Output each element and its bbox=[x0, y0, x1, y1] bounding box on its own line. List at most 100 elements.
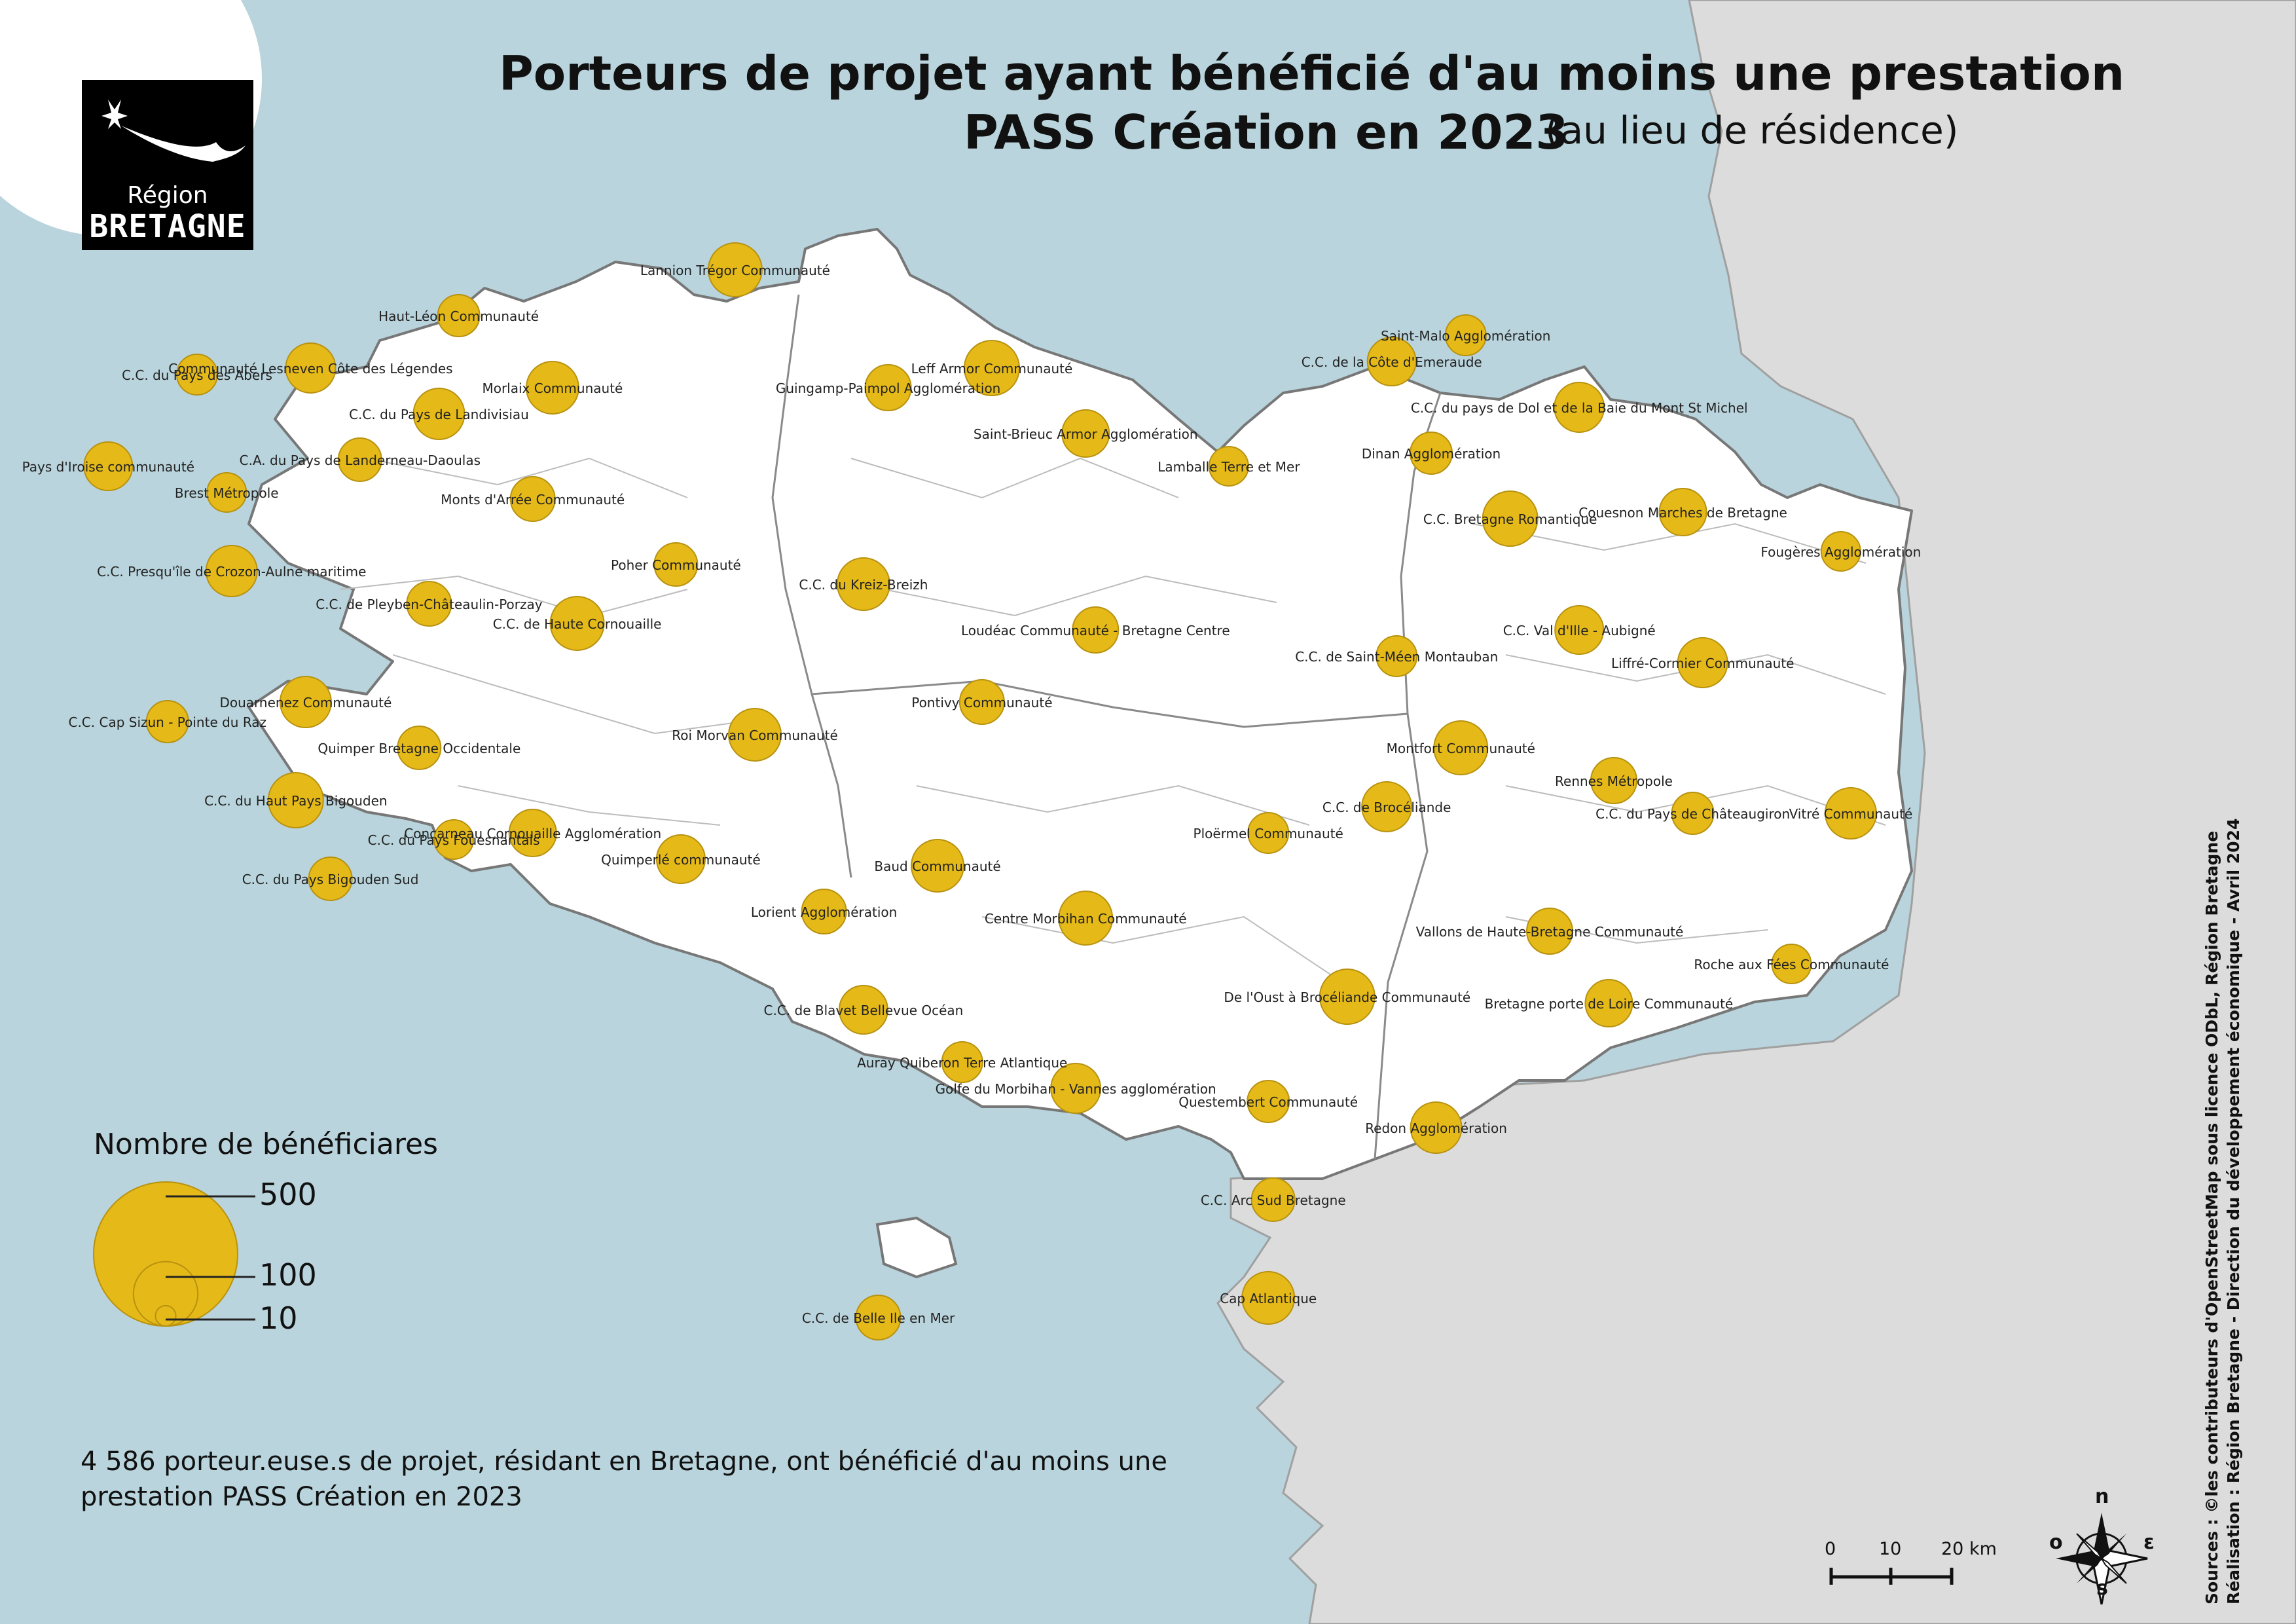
epci-label: C.C. Arc Sud Bretagne bbox=[1201, 1192, 1346, 1208]
region-bretagne-logo: Région BRETAGNE bbox=[82, 80, 253, 250]
epci-symbol bbox=[801, 889, 847, 934]
epci-label: Dinan Agglomération bbox=[1362, 446, 1501, 462]
epci-label: C.C. du Pays Bigouden Sud bbox=[242, 872, 419, 887]
epci-symbol bbox=[176, 354, 219, 396]
epci-label: C.C. de la Côte d'Emeraude bbox=[1302, 354, 1482, 370]
epci-symbol bbox=[1319, 969, 1376, 1025]
ermine-bird-icon bbox=[101, 100, 246, 162]
credits-line: Réalisation : Région Bretagne - Directio… bbox=[2224, 818, 2243, 1604]
epci-symbol bbox=[437, 294, 481, 337]
epci-boundaries bbox=[340, 457, 1886, 983]
epci-label: C.C. du Kreiz-Breizh bbox=[799, 577, 928, 593]
summary-text: 4 586 porteur.euse.s de projet, résidant… bbox=[81, 1447, 1167, 1512]
compass-west-label: o bbox=[2049, 1531, 2063, 1554]
compass-south-label: s bbox=[2096, 1577, 2108, 1600]
epci-symbol bbox=[1771, 944, 1812, 984]
epci-symbol bbox=[308, 857, 353, 901]
epci-label: Communauté Lesneven Côte des Légendes bbox=[168, 361, 452, 377]
epci-label: Leff Armor Communauté bbox=[911, 361, 1073, 377]
epci-symbol bbox=[728, 708, 782, 762]
epci-label: C.C. du Pays Fouesnantais bbox=[368, 832, 540, 848]
epci-symbol bbox=[525, 361, 579, 415]
epci-label: Pontivy Communauté bbox=[911, 695, 1052, 710]
epci-label: Quimperlé communauté bbox=[601, 852, 761, 868]
epci-label: Ploërmel Communauté bbox=[1194, 826, 1343, 841]
scale-tick-0: 0 bbox=[1825, 1539, 1836, 1559]
epci-symbol bbox=[941, 1041, 983, 1083]
epci-symbol bbox=[1824, 787, 1877, 840]
epci-label: Couesnon Marches de Bretagne bbox=[1578, 505, 1787, 521]
epci-label: C.C. de Belle Ile en Mer bbox=[802, 1310, 955, 1326]
epci-label: Cap Atlantique bbox=[1220, 1291, 1317, 1306]
epci-symbol bbox=[1050, 1063, 1102, 1114]
epci-label: Lorient Agglomération bbox=[751, 904, 897, 920]
compass-north-label: n bbox=[2095, 1485, 2109, 1508]
epci-symbol bbox=[1590, 757, 1637, 804]
epci-label: Guingamp-Paimpol Agglomération bbox=[776, 380, 1001, 396]
sources-credits: Sources : ©les contributeurs d'OpenStree… bbox=[2201, 819, 2244, 1604]
legend-label-10: 10 bbox=[259, 1301, 298, 1336]
epci-label: Auray Quiberon Terre Atlantique bbox=[857, 1055, 1067, 1071]
epci-label: Questembert Communauté bbox=[1178, 1094, 1358, 1110]
legend-circles bbox=[93, 1181, 255, 1327]
epci-symbol bbox=[508, 809, 557, 857]
epci-symbol bbox=[707, 242, 763, 297]
epci-label: C.C. de Blavet Bellevue Océan bbox=[764, 1003, 964, 1018]
sources-line: Sources : ©les contributeurs d'OpenStree… bbox=[2202, 830, 2221, 1604]
epci-label: Concarneau Cornouaille Agglomération bbox=[404, 826, 661, 841]
epci-symbol bbox=[549, 596, 605, 651]
epci-label: Lannion Trégor Communauté bbox=[640, 263, 830, 278]
epci-label: Morlaix Communauté bbox=[482, 380, 623, 396]
epci-symbol bbox=[1410, 1101, 1463, 1154]
epci-symbol bbox=[205, 545, 258, 597]
proportional-symbols bbox=[83, 242, 1877, 1340]
epci-label: Golfe du Morbihan - Vannes agglomération bbox=[936, 1081, 1216, 1097]
epci-symbol bbox=[1058, 891, 1114, 946]
epci-symbol bbox=[855, 1295, 902, 1340]
epci-symbol bbox=[285, 342, 337, 394]
epci-symbol bbox=[1658, 488, 1707, 536]
epci-symbol bbox=[1554, 382, 1605, 433]
epci-symbol bbox=[1250, 1177, 1296, 1222]
epci-symbol bbox=[1241, 1271, 1296, 1325]
epci-label: C.A. du Pays de Landerneau-Daoulas bbox=[240, 452, 481, 468]
epci-symbol bbox=[83, 441, 134, 491]
epci-label: Liffré-Cormier Communauté bbox=[1611, 655, 1794, 671]
epci-label: C.C. Bretagne Romantique bbox=[1423, 511, 1597, 527]
epci-symbol bbox=[509, 476, 556, 522]
epci-symbol bbox=[911, 839, 965, 893]
logo-region-text: Région bbox=[127, 182, 208, 209]
epci-symbol bbox=[1444, 314, 1487, 356]
epci-symbol bbox=[1820, 531, 1861, 572]
epci-symbol bbox=[145, 700, 189, 743]
epci-label: Bretagne porte de Loire Communauté bbox=[1485, 996, 1734, 1012]
epci-label: C.C. de Brocéliande bbox=[1322, 800, 1451, 815]
scale-bar bbox=[1829, 1568, 1954, 1585]
epci-symbol bbox=[1061, 409, 1110, 458]
epci-label: C.C. du Pays de Châteaugiron bbox=[1595, 806, 1790, 822]
epci-label: C.C. de Haute Cornouaille bbox=[493, 616, 662, 632]
epci-symbol bbox=[1671, 792, 1715, 835]
epci-symbol bbox=[1247, 812, 1290, 854]
epci-symbol bbox=[433, 819, 475, 860]
epci-label: Quimper Bretagne Occidentale bbox=[318, 741, 520, 756]
logo-bretagne-text: BRETAGNE bbox=[89, 208, 246, 245]
epci-label: Redon Agglomération bbox=[1365, 1120, 1507, 1136]
epci-symbol bbox=[206, 472, 247, 513]
epci-label: Roche aux Fées Communauté bbox=[1694, 957, 1889, 972]
epci-symbol bbox=[1366, 337, 1417, 386]
epci-label: C.C. du Pays de Landivisiau bbox=[349, 407, 529, 422]
epci-symbol bbox=[1072, 606, 1120, 654]
epci-symbol bbox=[279, 676, 332, 728]
epci-symbol bbox=[1208, 446, 1249, 487]
compass-east-label: ε bbox=[2143, 1531, 2155, 1554]
epci-label: C.C. Cap Sizun - Pointe du Raz bbox=[68, 714, 266, 730]
epci-symbol bbox=[838, 985, 888, 1035]
epci-symbol bbox=[412, 388, 465, 440]
epci-symbol bbox=[963, 340, 1020, 396]
epci-label: C.C. Val d'Ille - Aubigné bbox=[1503, 623, 1656, 638]
epci-label: Loudéac Communauté - Bretagne Centre bbox=[961, 623, 1230, 638]
epci-symbol bbox=[1525, 908, 1573, 955]
epci-symbol bbox=[655, 834, 706, 884]
